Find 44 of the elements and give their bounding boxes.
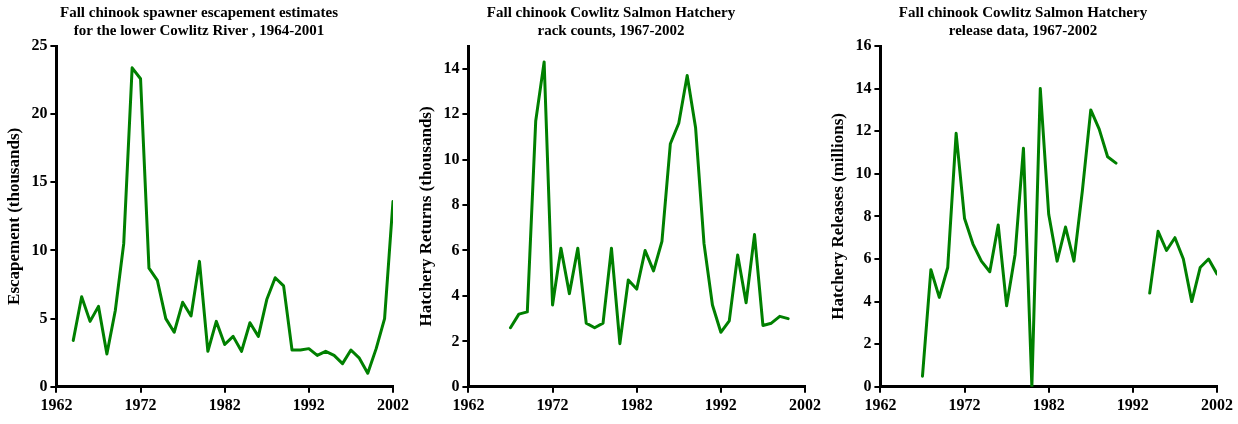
y-tick-label: 5 <box>39 308 48 326</box>
y-tick-label: 0 <box>451 376 460 394</box>
y-tick-label: 6 <box>451 240 460 258</box>
y-tick-label: 2 <box>451 331 460 349</box>
x-tick-label: 1982 <box>208 395 241 413</box>
x-tick-label: 1962 <box>40 395 73 413</box>
x-tick-label: 2002 <box>1201 395 1233 413</box>
y-axis-title: Hatchery Returns (thousands) <box>415 106 435 327</box>
y-tick-label: 10 <box>855 163 872 181</box>
x-tick-label: 1972 <box>948 395 981 413</box>
x-tick-label: 1992 <box>704 395 737 413</box>
y-tick-label: 6 <box>863 249 872 267</box>
y-tick-label: 25 <box>31 36 48 54</box>
y-tick-label: 14 <box>443 58 460 76</box>
x-tick-label: 1992 <box>1116 395 1149 413</box>
x-tick-label: 1992 <box>292 395 325 413</box>
y-axis-title: Hatchery Releases (millions) <box>827 113 847 320</box>
chart-title: Fall chinook Cowlitz Salmon Hatchery release data, 1967-2002 <box>898 3 1148 38</box>
y-tick-label: 8 <box>451 195 460 213</box>
chart-title: Fall chinook spawner escapement estimates for the lower Cowlitz River , 1964-2001 <box>59 3 339 38</box>
x-tick-label: 2002 <box>377 395 409 413</box>
y-tick-label: 4 <box>863 291 872 309</box>
y-tick-label: 0 <box>39 376 48 394</box>
y-tick-label: 4 <box>451 286 460 304</box>
x-tick-label: 1972 <box>536 395 569 413</box>
x-tick-label: 2002 <box>789 395 821 413</box>
y-tick-label: 16 <box>855 36 872 54</box>
x-tick-label: 1962 <box>452 395 485 413</box>
chart-title: Fall chinook Cowlitz Salmon Hatchery rack counts, 1967-2002 <box>486 3 736 38</box>
y-axis-title: Escapement (thousands) <box>3 127 23 305</box>
y-tick-label: 10 <box>31 240 48 258</box>
x-tick-label: 1982 <box>1032 395 1065 413</box>
y-tick-label: 14 <box>855 78 872 96</box>
y-tick-label: 12 <box>443 104 460 122</box>
y-tick-label: 12 <box>855 121 872 139</box>
y-tick-label: 20 <box>31 104 48 122</box>
x-tick-label: 1982 <box>620 395 653 413</box>
y-tick-label: 15 <box>31 172 48 190</box>
y-tick-label: 2 <box>863 334 872 352</box>
y-tick-label: 0 <box>863 376 872 394</box>
y-tick-label: 8 <box>863 206 872 224</box>
x-tick-label: 1972 <box>124 395 157 413</box>
x-tick-label: 1962 <box>864 395 897 413</box>
y-tick-label: 10 <box>443 149 460 167</box>
